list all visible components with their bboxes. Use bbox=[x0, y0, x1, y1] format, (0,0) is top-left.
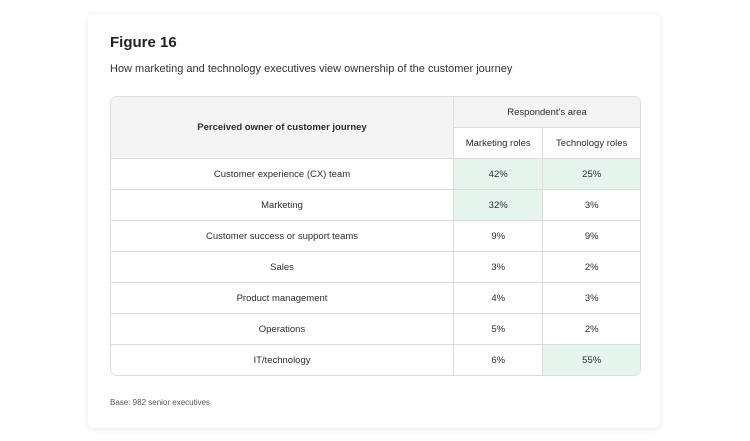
owner-cell: IT/technology bbox=[111, 345, 454, 375]
marketing-roles-cell: 5% bbox=[454, 314, 544, 345]
owner-column-header: Perceived owner of customer journey bbox=[111, 97, 454, 159]
marketing-roles-cell: 32% bbox=[454, 190, 544, 221]
marketing-roles-header: Marketing roles bbox=[454, 128, 544, 159]
marketing-roles-cell: 4% bbox=[454, 283, 544, 314]
table-row: IT/technology 6% 55% bbox=[111, 345, 640, 375]
ownership-table: Perceived owner of customer journey Resp… bbox=[110, 96, 641, 376]
table-row: Customer experience (CX) team 42% 25% bbox=[111, 159, 640, 190]
figure-title: Figure 16 bbox=[110, 34, 177, 51]
owner-cell: Marketing bbox=[111, 190, 454, 221]
technology-roles-cell: 3% bbox=[543, 283, 640, 314]
table-row: Marketing 32% 3% bbox=[111, 190, 640, 221]
technology-roles-cell: 55% bbox=[543, 345, 640, 375]
base-note: Base: 982 senior executives bbox=[110, 398, 211, 407]
technology-roles-cell: 2% bbox=[543, 314, 640, 345]
owner-cell: Customer success or support teams bbox=[111, 221, 454, 252]
marketing-roles-cell: 3% bbox=[454, 252, 544, 283]
table-row: Operations 5% 2% bbox=[111, 314, 640, 345]
owner-cell: Operations bbox=[111, 314, 454, 345]
technology-roles-cell: 3% bbox=[543, 190, 640, 221]
table-row: Sales 3% 2% bbox=[111, 252, 640, 283]
owner-cell: Customer experience (CX) team bbox=[111, 159, 454, 190]
figure-card: Figure 16 How marketing and technology e… bbox=[88, 14, 660, 428]
table-row: Product management 4% 3% bbox=[111, 283, 640, 314]
technology-roles-cell: 2% bbox=[543, 252, 640, 283]
marketing-roles-cell: 42% bbox=[454, 159, 544, 190]
technology-roles-cell: 9% bbox=[543, 221, 640, 252]
technology-roles-header: Technology roles bbox=[543, 128, 640, 159]
marketing-roles-cell: 6% bbox=[454, 345, 544, 375]
marketing-roles-cell: 9% bbox=[454, 221, 544, 252]
technology-roles-cell: 25% bbox=[543, 159, 640, 190]
respondent-area-header: Respondent's area bbox=[454, 97, 640, 128]
owner-cell: Sales bbox=[111, 252, 454, 283]
table-row: Customer success or support teams 9% 9% bbox=[111, 221, 640, 252]
owner-cell: Product management bbox=[111, 283, 454, 314]
figure-subtitle: How marketing and technology executives … bbox=[110, 63, 513, 75]
